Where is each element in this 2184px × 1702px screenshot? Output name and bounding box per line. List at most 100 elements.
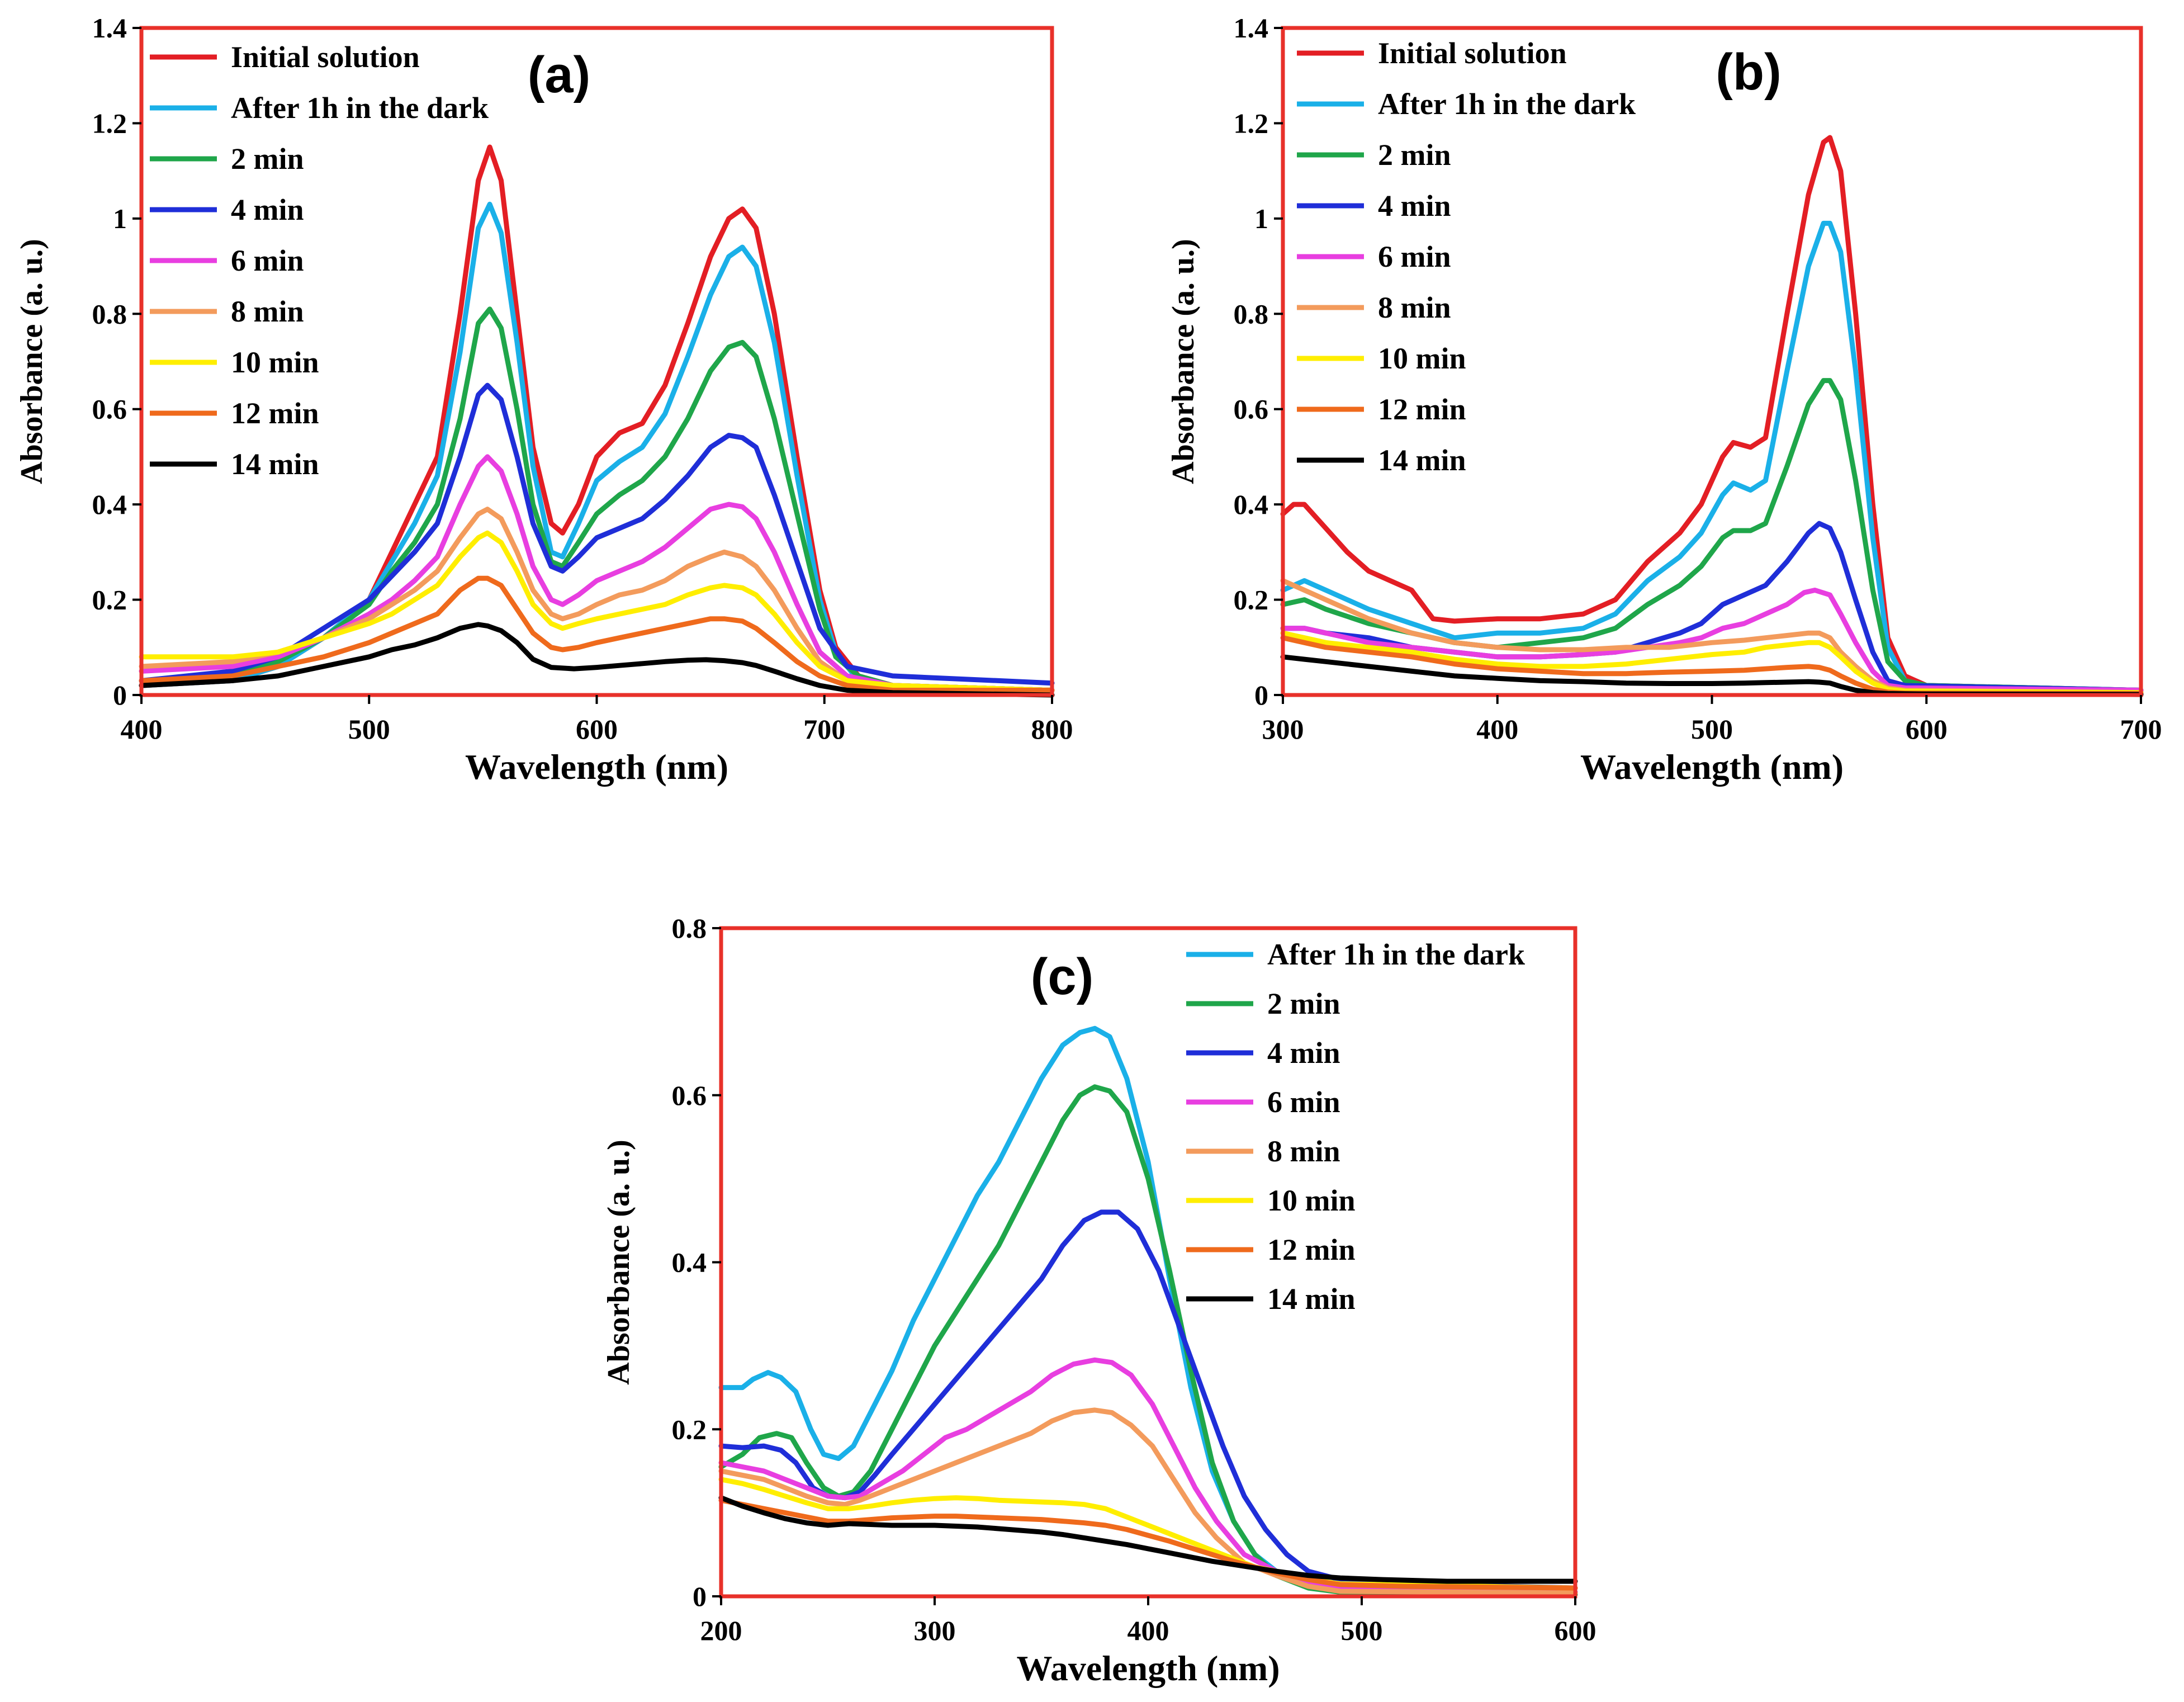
y-tick-label: 0.8 [672, 913, 707, 944]
x-axis-title: Wavelength (nm) [465, 747, 728, 787]
legend-item: 14 min [1186, 1282, 1356, 1316]
x-tick-label: 500 [348, 713, 390, 745]
series-line [139, 622, 1055, 698]
x-tick-label: 300 [1262, 713, 1304, 745]
series-line [139, 144, 1055, 693]
y-axis-title: Absorbance (a. u.) [15, 239, 49, 484]
x-tick-label: 300 [914, 1615, 956, 1646]
legend-label: 4 min [1267, 1036, 1340, 1070]
y-tick-label: 1.2 [1234, 107, 1269, 139]
legend-item: 10 min [1297, 342, 1466, 375]
legend-item: 12 min [1297, 393, 1466, 426]
y-tick-label: 0.8 [92, 298, 127, 329]
legend-label: 4 min [1378, 189, 1451, 223]
y-tick-label: 0.2 [92, 584, 127, 616]
y-tick-label: 0 [1254, 679, 1268, 711]
x-tick-label: 700 [803, 713, 845, 745]
y-tick-label: 0.4 [672, 1247, 707, 1278]
legend-label: 14 min [1378, 443, 1466, 477]
series-line [718, 1084, 1578, 1597]
series-line [1280, 630, 2144, 696]
y-tick-label: 1.2 [92, 107, 127, 139]
legend-label: After 1h in the dark [231, 91, 489, 125]
legend-label: 8 min [1378, 291, 1451, 324]
y-tick-label: 0.8 [1234, 298, 1269, 329]
legend-item: After 1h in the dark [1297, 87, 1636, 121]
legend-label: 2 min [1378, 138, 1451, 172]
legend-label: Initial solution [231, 40, 420, 74]
legend-item: 6 min [1186, 1085, 1340, 1119]
legend-item: 10 min [150, 346, 319, 379]
series-line [1280, 578, 2144, 696]
legend: Initial solution After 1h in the dark 2 mi… [150, 40, 489, 481]
y-tick-label: 0.6 [92, 394, 127, 425]
series-line [1280, 588, 2144, 693]
y-tick-label: 0.2 [1234, 584, 1269, 616]
legend-label: Initial solution [1378, 36, 1567, 70]
legend-item: 12 min [150, 396, 319, 430]
series-line [1280, 135, 2144, 693]
legend-item: 4 min [1186, 1036, 1340, 1070]
x-tick-label: 400 [1476, 713, 1518, 745]
chart-panel-1: 400 500 600 700 800 0 0.2 0.4 0.6 0.8 1 1.2 1.4 Wavel… [15, 12, 1073, 787]
series-line [718, 1357, 1578, 1595]
series-lines [139, 144, 1055, 698]
series-line [139, 454, 1055, 693]
x-tick-label: 700 [2120, 713, 2162, 745]
panel-label: (a) [528, 46, 590, 103]
y-tick-label: 0.2 [672, 1413, 707, 1445]
y-tick-label: 1.4 [1234, 12, 1269, 44]
series-line [1280, 220, 2144, 693]
legend-label: 14 min [231, 447, 319, 481]
x-tick-label: 400 [1127, 1615, 1169, 1646]
legend-label: 12 min [1267, 1233, 1356, 1266]
series-line [1280, 635, 2144, 696]
legend-item: 12 min [1186, 1233, 1356, 1266]
legend-item: 2 min [1297, 138, 1451, 172]
legend-item: 2 min [1186, 987, 1340, 1020]
x-tick-label: 600 [1906, 713, 1948, 745]
x-tick-label: 500 [1691, 713, 1733, 745]
y-tick-label: 1 [1254, 203, 1268, 234]
legend-item: After 1h in the dark [1186, 938, 1525, 971]
y-tick-label: 1.4 [92, 12, 127, 44]
legend-item: 14 min [150, 447, 319, 481]
y-tick-label: 0 [693, 1581, 707, 1612]
legend-label: 6 min [1378, 240, 1451, 273]
series-line [139, 530, 1055, 693]
legend-label: 8 min [231, 295, 304, 328]
series-line [718, 1407, 1578, 1596]
legend-item: 4 min [1297, 189, 1451, 223]
legend-item: 8 min [1186, 1134, 1340, 1168]
chart-panel-3: 200 300 400 500 600 0 0.2 0.4 0.6 0.8 Wavelength (… [601, 913, 1596, 1688]
legend-item: 4 min [150, 193, 304, 226]
legend-label: 6 min [231, 244, 304, 277]
legend-label: 10 min [1378, 342, 1466, 375]
legend: Initial solution After 1h in the dark 2 mi… [1297, 36, 1636, 477]
x-axis-title: Wavelength (nm) [1580, 747, 1844, 787]
legend-item: 14 min [1297, 443, 1466, 477]
legend-item: 6 min [1297, 240, 1451, 273]
legend-item: Initial solution [150, 40, 420, 74]
x-tick-label: 600 [1555, 1615, 1596, 1646]
legend: After 1h in the dark 2 min 4 min 6 min 8 min… [1186, 938, 1525, 1316]
y-tick-label: 0.6 [1234, 394, 1269, 425]
y-tick-label: 0.4 [1234, 489, 1269, 520]
legend-label: After 1h in the dark [1267, 938, 1525, 971]
y-tick-label: 0.6 [672, 1080, 707, 1111]
y-axis-title: Absorbance (a. u.) [1166, 239, 1201, 484]
legend-label: 2 min [231, 142, 304, 176]
series-line [139, 382, 1055, 686]
series-line [1280, 654, 2144, 697]
panel-label: (c) [1031, 948, 1093, 1005]
x-axis-title: Wavelength (nm) [1016, 1648, 1280, 1688]
legend-item: 2 min [150, 142, 304, 176]
legend-label: 12 min [231, 396, 319, 430]
legend-label: 10 min [1267, 1184, 1356, 1217]
legend-item: After 1h in the dark [150, 91, 489, 125]
panel-label: (b) [1716, 44, 1781, 101]
x-tick-label: 800 [1031, 713, 1073, 745]
legend-item: 6 min [150, 244, 304, 277]
series-lines [1280, 135, 2144, 697]
